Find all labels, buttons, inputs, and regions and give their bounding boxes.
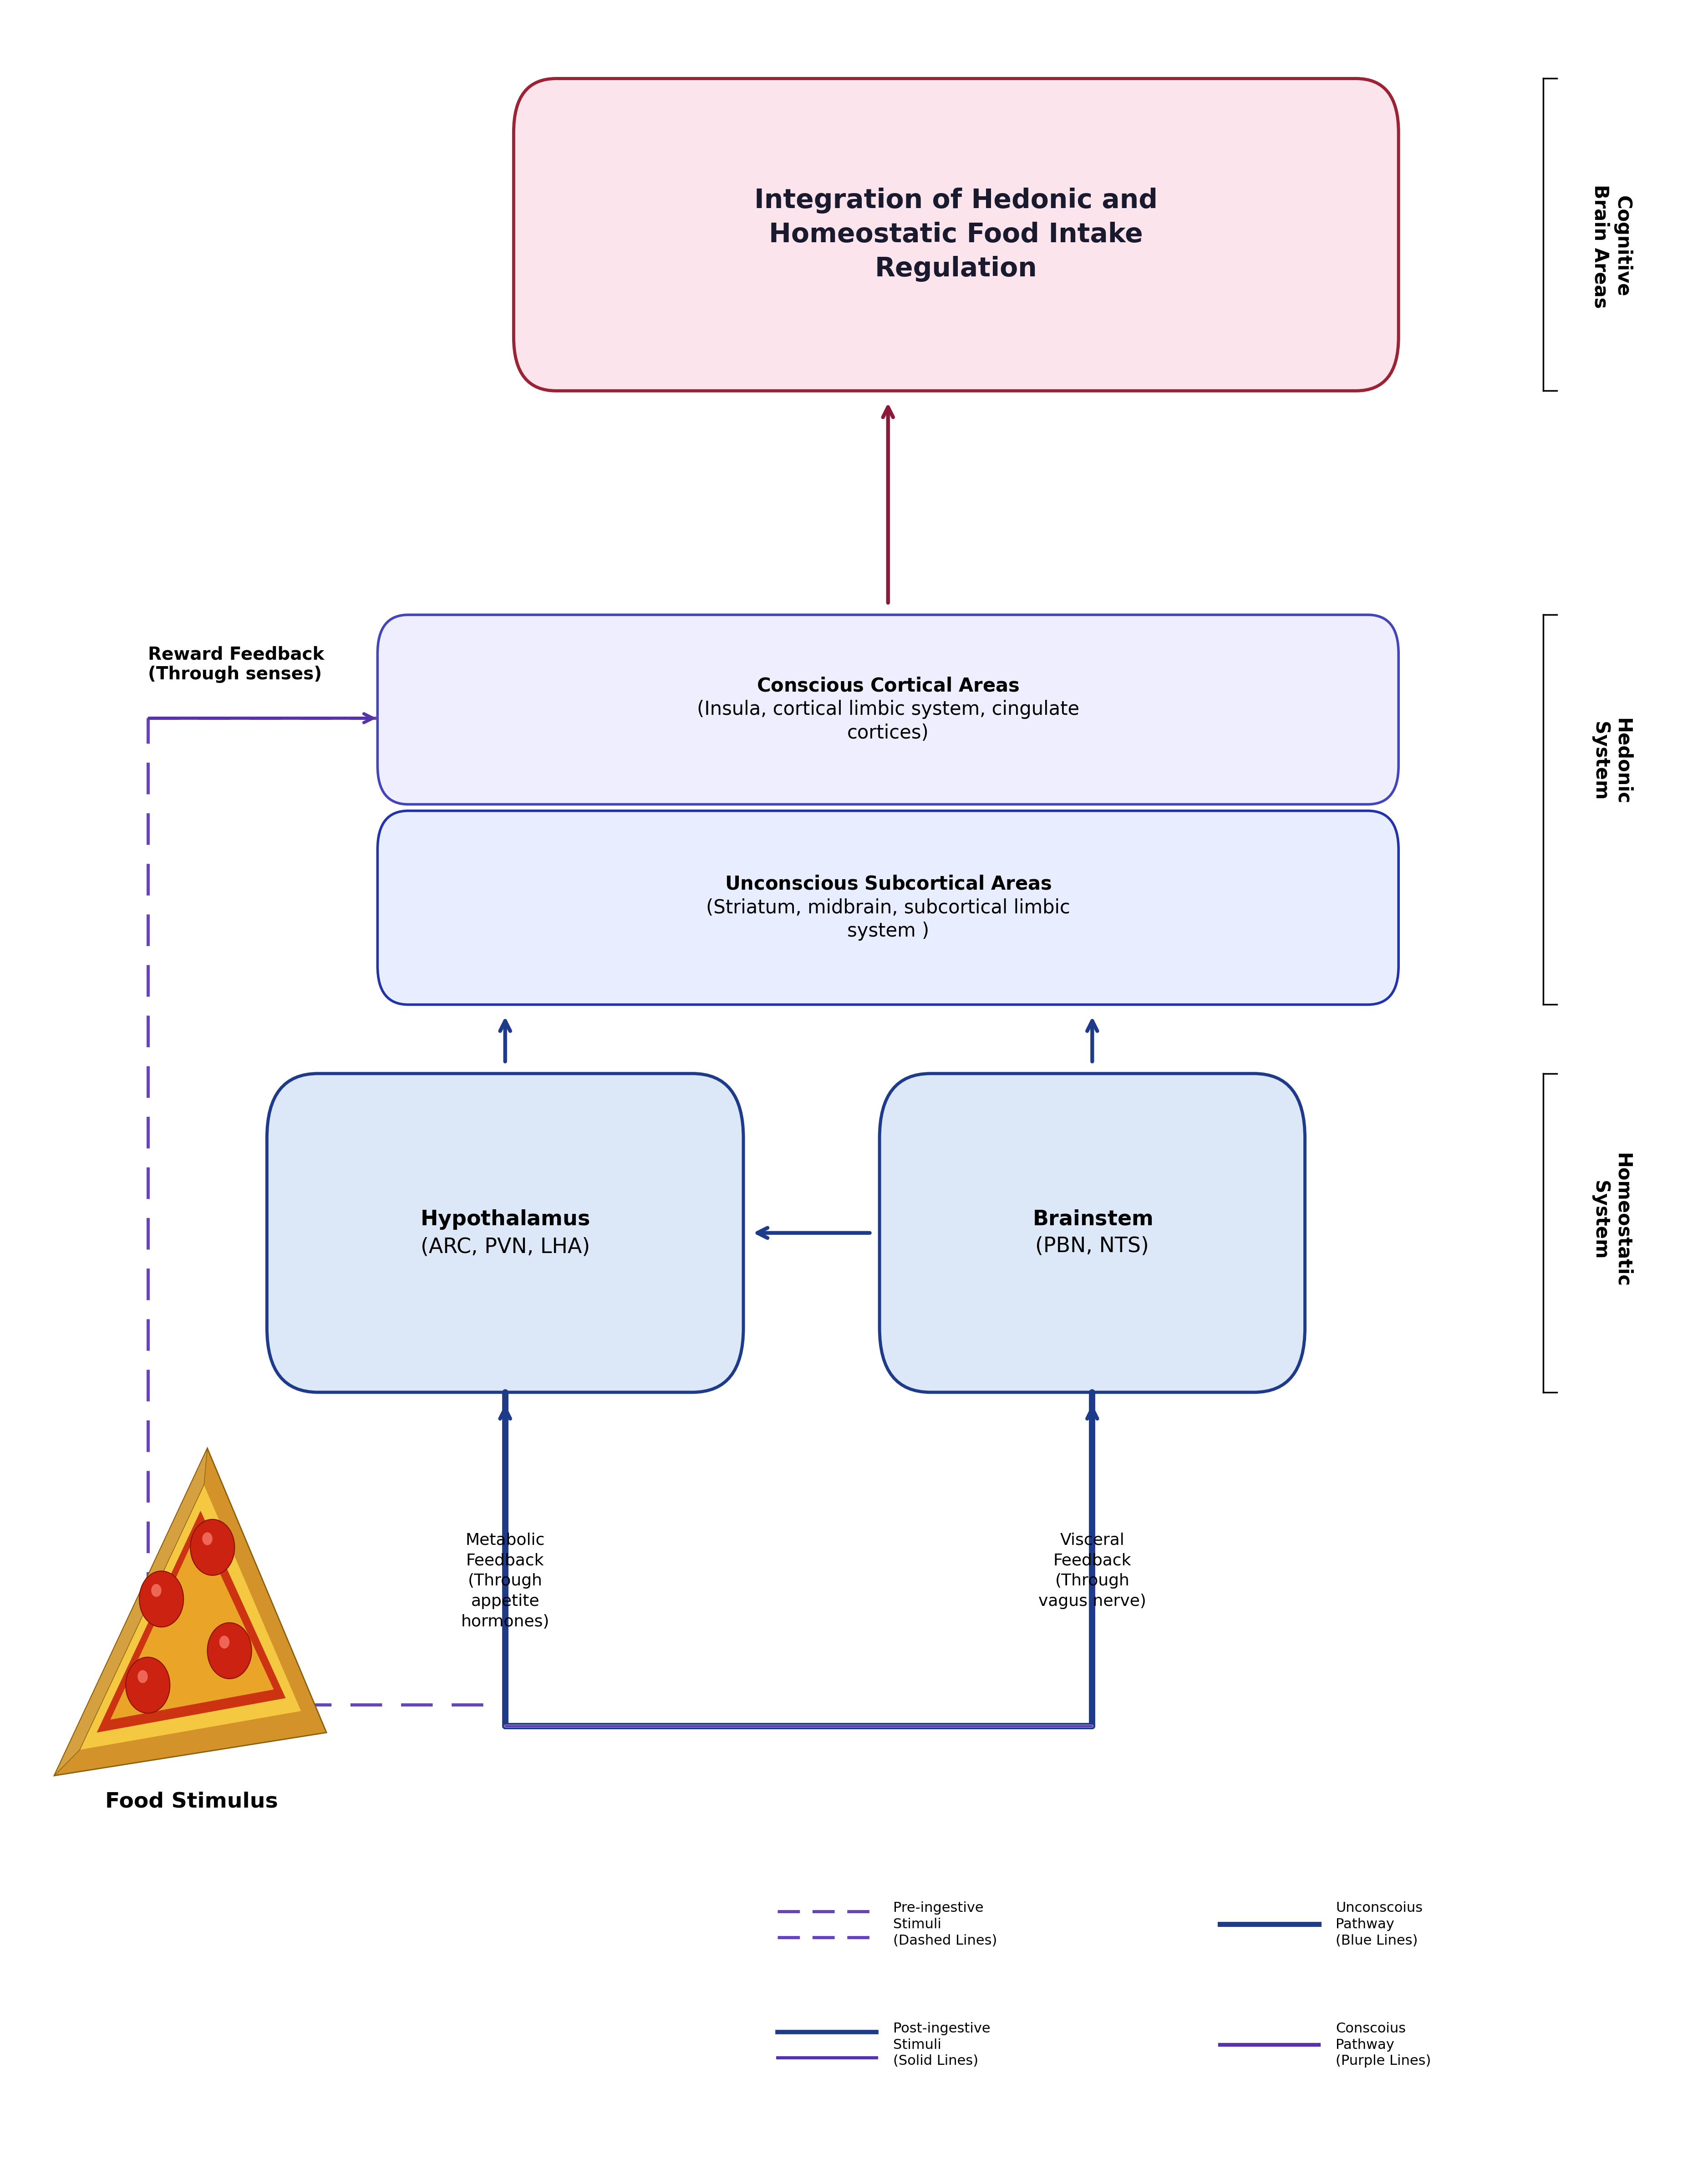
Text: $\bf{Hypothalamus}$
(ARC, PVN, LHA): $\bf{Hypothalamus}$ (ARC, PVN, LHA) xyxy=(420,1207,589,1257)
FancyBboxPatch shape xyxy=(377,616,1399,804)
Text: $\bf{Unconscious\ Subcortical\ Areas}$
(Striatum, midbrain, subcortical limbic
s: $\bf{Unconscious\ Subcortical\ Areas}$ (… xyxy=(705,875,1071,942)
Circle shape xyxy=(126,1657,169,1713)
Circle shape xyxy=(207,1622,251,1678)
Text: $\bf{Brainstem}$
(PBN, NTS): $\bf{Brainstem}$ (PBN, NTS) xyxy=(1032,1210,1153,1257)
FancyBboxPatch shape xyxy=(266,1074,743,1393)
Text: Integration of Hedonic and
Homeostatic Food Intake
Regulation: Integration of Hedonic and Homeostatic F… xyxy=(755,188,1158,281)
Polygon shape xyxy=(55,1447,326,1776)
Text: Pre-ingestive
Stimuli
(Dashed Lines): Pre-ingestive Stimuli (Dashed Lines) xyxy=(893,1901,997,1946)
FancyBboxPatch shape xyxy=(377,810,1399,1004)
Text: Unconscoius
Pathway
(Blue Lines): Unconscoius Pathway (Blue Lines) xyxy=(1336,1901,1423,1946)
Circle shape xyxy=(140,1570,183,1626)
Polygon shape xyxy=(80,1484,301,1750)
Text: Conscoius
Pathway
(Purple Lines): Conscoius Pathway (Purple Lines) xyxy=(1336,2022,1431,2067)
Text: Cognitive
Brain Areas: Cognitive Brain Areas xyxy=(1590,184,1631,309)
Polygon shape xyxy=(55,1447,207,1776)
Circle shape xyxy=(219,1635,229,1648)
Text: Food Stimulus: Food Stimulus xyxy=(106,1791,278,1812)
Circle shape xyxy=(138,1670,149,1683)
Circle shape xyxy=(202,1531,212,1544)
Text: Reward Feedback
(Through senses): Reward Feedback (Through senses) xyxy=(149,646,325,683)
Text: Metabolic
Feedback
(Through
appetite
hormones): Metabolic Feedback (Through appetite hor… xyxy=(461,1531,550,1629)
FancyBboxPatch shape xyxy=(880,1074,1305,1393)
Text: Post-ingestive
Stimuli
(Solid Lines): Post-ingestive Stimuli (Solid Lines) xyxy=(893,2022,991,2067)
FancyBboxPatch shape xyxy=(514,78,1399,391)
Circle shape xyxy=(190,1518,234,1575)
Text: Visceral
Feedback
(Through
vagus nerve): Visceral Feedback (Through vagus nerve) xyxy=(1038,1531,1146,1609)
Polygon shape xyxy=(97,1510,285,1732)
Text: Hedonic
System: Hedonic System xyxy=(1590,717,1631,804)
Text: Homeostatic
System: Homeostatic System xyxy=(1590,1153,1631,1287)
Polygon shape xyxy=(111,1527,273,1719)
Text: $\bf{Conscious\ Cortical\ Areas}$
(Insula, cortical limbic system, cingulate
cor: $\bf{Conscious\ Cortical\ Areas}$ (Insul… xyxy=(697,676,1079,743)
Circle shape xyxy=(152,1583,162,1596)
